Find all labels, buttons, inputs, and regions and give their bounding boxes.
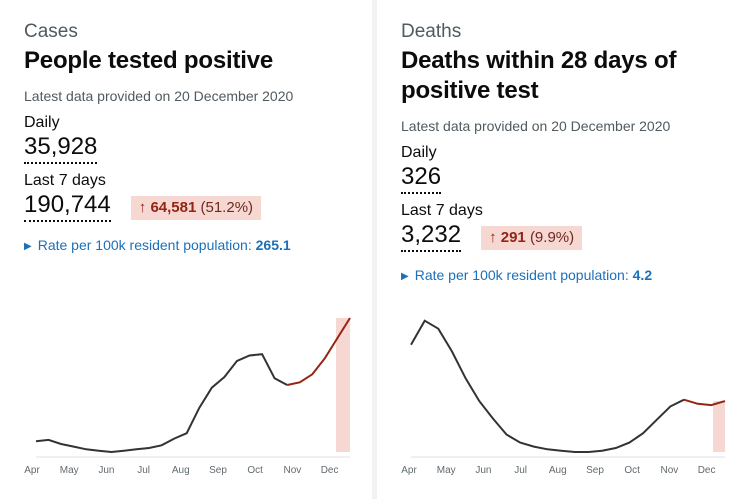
- cases-tick-label: Aug: [172, 465, 190, 476]
- cases-rate-toggle[interactable]: ▶ Rate per 100k resident population: 265.…: [24, 236, 360, 256]
- deaths-tick-label: Apr: [401, 465, 417, 476]
- cases-tick-label: Sep: [209, 465, 227, 476]
- deaths-content: Deaths Deaths within 28 days of positive…: [401, 0, 737, 286]
- deaths-tick-label: Jul: [514, 465, 527, 476]
- deaths-rate-label: Rate per 100k resident population:: [414, 267, 629, 283]
- deaths-title-line2: positive test: [401, 77, 539, 104]
- cases-rate-label: Rate per 100k resident population:: [37, 237, 252, 253]
- deaths-rate-value: 4.2: [632, 267, 653, 283]
- deaths-caption: Deaths: [401, 21, 462, 42]
- deaths-change-value: 291: [500, 228, 526, 246]
- deaths-series-line: [410, 319, 685, 453]
- triangle-right-icon: ▶: [24, 241, 32, 252]
- cases-tick-label: May: [60, 465, 79, 476]
- cases-change-pct: (51.2%): [200, 198, 254, 216]
- cases-content: Cases People tested positive Latest data…: [24, 0, 360, 256]
- deaths-chart: Apr May Jun Jul Aug Sep Oct Nov Dec: [401, 319, 726, 476]
- deaths-tick-label: Oct: [624, 465, 640, 476]
- cases-tick-label: Apr: [24, 465, 40, 476]
- deaths-tick-label: May: [437, 465, 456, 476]
- cases-tick-label: Jun: [98, 465, 114, 476]
- deaths-week-label: Last 7 days: [401, 202, 483, 219]
- deaths-daily-value[interactable]: 326: [401, 163, 442, 194]
- cases-caption: Cases: [24, 21, 78, 42]
- arrow-up-icon: ↑: [138, 198, 147, 216]
- deaths-daily-label: Daily: [401, 144, 437, 161]
- deaths-tick-label: Dec: [698, 465, 716, 476]
- cases-rate-value: 265.1: [255, 237, 291, 253]
- deaths-rate-toggle[interactable]: ▶ Rate per 100k resident population: 4.2: [401, 266, 737, 286]
- deaths-tick-label: Nov: [661, 465, 679, 476]
- deaths-tick-label: Aug: [549, 465, 567, 476]
- deaths-title-line1: Deaths within 28 days of: [401, 47, 677, 74]
- cases-tick-label: Dec: [321, 465, 339, 476]
- cases-tick-label: Jul: [137, 465, 150, 476]
- deaths-change-badge: ↑ 291 (9.9%): [481, 225, 583, 250]
- cases-series-line: [35, 353, 288, 454]
- cases-title: People tested positive: [24, 47, 274, 74]
- cases-series-highlight-line: [286, 317, 351, 386]
- deaths-series-highlight-line: [683, 398, 726, 407]
- cases-tick-label: Oct: [247, 465, 263, 476]
- deaths-tick-label: Jun: [475, 465, 491, 476]
- deaths-title: Deaths within 28 days of positive test: [401, 46, 737, 106]
- arrow-up-icon: ↑: [489, 228, 497, 246]
- cases-daily-value[interactable]: 35,928: [24, 133, 98, 164]
- deaths-card: Deaths Deaths within 28 days of positive…: [377, 0, 749, 499]
- cases-change-badge: ↑ 64,581 (51.2%): [130, 195, 262, 220]
- deaths-highlight-band: [713, 401, 725, 452]
- cases-chart: Apr May Jun Jul Aug Sep Oct Nov Dec: [24, 317, 351, 476]
- triangle-right-icon: ▶: [401, 271, 409, 282]
- cases-week-value[interactable]: 190,744: [24, 191, 111, 222]
- cases-highlight-band: [336, 318, 350, 452]
- cases-card: Cases People tested positive Latest data…: [0, 0, 372, 499]
- cases-updated-text: Latest data provided on 20 December 2020: [24, 88, 294, 104]
- deaths-updated-text: Latest data provided on 20 December 2020: [401, 118, 671, 134]
- deaths-week-value[interactable]: 3,232: [401, 221, 462, 252]
- deaths-tick-label: Sep: [586, 465, 604, 476]
- cases-tick-label: Nov: [284, 465, 302, 476]
- cases-daily-label: Daily: [24, 114, 60, 131]
- cases-week-label: Last 7 days: [24, 172, 106, 189]
- cases-change-value: 64,581: [150, 198, 197, 216]
- deaths-change-pct: (9.9%): [529, 228, 575, 246]
